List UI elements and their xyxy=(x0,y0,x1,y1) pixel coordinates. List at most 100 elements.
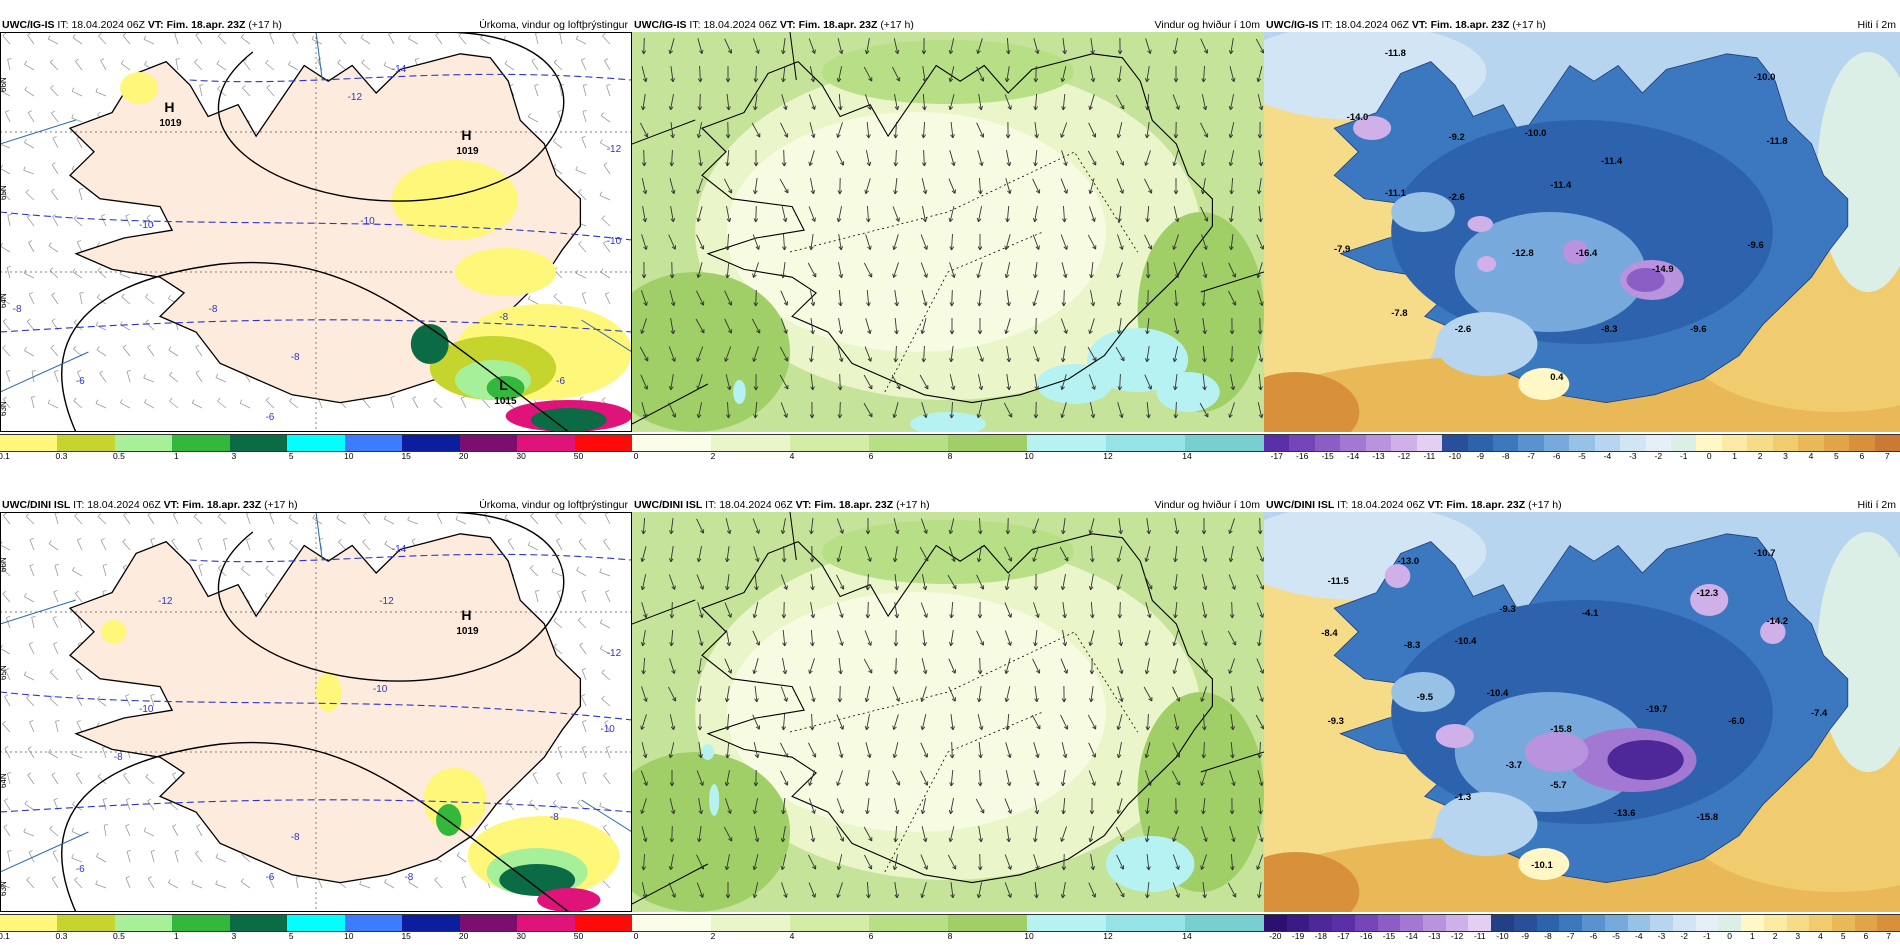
contour-label: -14 xyxy=(392,544,407,555)
temperature-value: -10.4 xyxy=(1455,636,1477,647)
colorbar-tick-label: -8 xyxy=(1501,451,1510,461)
panel-title: UWC/DINI ISL IT: 18.04.2024 06Z VT: Fim.… xyxy=(1264,498,1900,512)
pressure-value: 1015 xyxy=(494,396,517,407)
colorbar-swatch xyxy=(114,915,173,931)
model-name: UWC/IG-IS xyxy=(2,19,55,31)
wind-arrows xyxy=(639,37,1264,419)
panel-title: UWC/IG-IS IT: 18.04.2024 06Z VT: Fim. 18… xyxy=(1264,18,1900,32)
colorbar-swatch xyxy=(1442,435,1468,451)
colorbar-tick-label: -3 xyxy=(1657,931,1666,941)
contour-label: -6 xyxy=(76,376,85,387)
colorbar-swatch xyxy=(1763,915,1787,931)
high-pressure-label: H xyxy=(461,607,471,623)
colorbar-tick-label: -20 xyxy=(1269,931,1282,941)
field-shading xyxy=(1391,192,1455,232)
colorbar xyxy=(632,914,1264,932)
field-shading xyxy=(391,160,519,240)
vt-label: VT: xyxy=(795,499,812,511)
colorbar-swatch xyxy=(1604,915,1628,931)
colorbar-tick-label: 0 xyxy=(1727,931,1733,941)
colorbar-swatch xyxy=(517,435,575,451)
colorbar-swatch xyxy=(790,915,869,931)
colorbar-swatch xyxy=(1332,915,1355,931)
field-shading xyxy=(316,672,342,712)
colorbar-swatch xyxy=(1695,915,1719,931)
colorbar xyxy=(632,434,1264,452)
colorbar-swatch xyxy=(1106,915,1185,931)
temperature-value: -13.6 xyxy=(1614,808,1636,819)
field-shading xyxy=(1760,620,1786,644)
colorbar-swatch xyxy=(1831,915,1855,931)
temperature-value: -13.0 xyxy=(1398,556,1420,567)
colorbar-tick-label: -14 xyxy=(1405,931,1418,941)
latitude-label: 64N xyxy=(0,773,8,788)
colorbar-tick-label: 3 xyxy=(1783,451,1788,461)
colorbar-swatch xyxy=(1289,435,1315,451)
colorbar-tick-label: -2 xyxy=(1654,451,1663,461)
colorbar-swatch xyxy=(1645,435,1671,451)
temperature-value: -1.3 xyxy=(1455,792,1471,803)
colorbar-swatch xyxy=(574,435,632,451)
pressure-value: 1019 xyxy=(159,118,182,129)
temperature-value: -14.9 xyxy=(1652,264,1674,275)
colorbar-tick-label: 0.3 xyxy=(55,931,68,941)
colorbar-tick-label: -1 xyxy=(1679,451,1688,461)
colorbar-swatch xyxy=(1594,435,1621,451)
temperature-value: -14.2 xyxy=(1766,616,1788,627)
colorbar-swatch xyxy=(1340,435,1366,451)
colorbar-tick-label: 0.5 xyxy=(112,931,125,941)
colorbar-swatch xyxy=(1627,915,1651,931)
model-name: UWC/IG-IS xyxy=(1266,19,1319,31)
colorbar-tick-label: -11 xyxy=(1473,931,1486,941)
colorbar-swatch xyxy=(1286,915,1310,931)
colorbar-swatch xyxy=(790,435,869,451)
field-shading xyxy=(821,520,1075,584)
contour-label: -6 xyxy=(76,864,85,875)
colorbar-tick-label: 50 xyxy=(573,931,584,941)
field-shading xyxy=(910,412,986,432)
projection-lines xyxy=(632,32,1264,425)
panel-field-title: Úrkoma, vindur og loftþrýstingur xyxy=(479,499,628,511)
colorbar-swatch xyxy=(287,435,345,451)
colorbar-tick-label: 4 xyxy=(789,931,795,941)
temperature-value: -8.4 xyxy=(1321,628,1338,639)
colorbar-swatch xyxy=(0,435,58,451)
colorbar-tick-label: -6 xyxy=(1552,451,1561,461)
colorbar-swatch xyxy=(632,435,711,451)
field-shading xyxy=(1467,216,1493,232)
colorbar-tick-label: 7 xyxy=(1884,451,1890,461)
colorbar-tick-label: 0 xyxy=(633,931,639,941)
colorbar-ticks: 0 2 4 6 8 10 12 14 xyxy=(632,931,1264,941)
map-area: -14 -12 -12 -10 -10 -12 -10 -8 -8 -6 -6 -8 -8 H 1019 66… xyxy=(0,512,632,912)
it-label: IT: xyxy=(705,499,717,511)
colorbar-swatch xyxy=(1877,915,1900,931)
colorbar-tick-label: 10 xyxy=(1024,451,1034,461)
colorbar-swatch xyxy=(869,915,948,931)
temperature-value: -9.6 xyxy=(1690,324,1706,335)
colorbar-tick-label: 0.5 xyxy=(112,451,125,461)
colorbar-swatch xyxy=(1874,435,1900,451)
panel-field-title: Úrkoma, vindur og loftþrýstingur xyxy=(479,19,628,31)
field-shading xyxy=(632,752,790,912)
valid-time: Fim. 18.apr. 23Z xyxy=(798,19,878,31)
field-shading xyxy=(1607,740,1684,780)
field-shading xyxy=(436,804,462,836)
colorbar-tick-label: 10 xyxy=(343,451,354,461)
it-label: IT: xyxy=(1321,19,1333,31)
colorbar-tick-label: 3 xyxy=(231,451,237,461)
vt-label: VT: xyxy=(147,19,164,31)
colorbar-ticks: 0.1 0.3 0.5 1 3 5 10 15 20 30 50 xyxy=(0,451,632,461)
model-name: UWC/DINI ISL xyxy=(1266,499,1335,511)
colorbar-swatch xyxy=(57,435,115,451)
latitude-label: 66N xyxy=(0,557,8,572)
colorbar-swatch xyxy=(1391,435,1417,451)
colorbar-swatch xyxy=(1569,435,1595,451)
isobars xyxy=(61,512,570,912)
temperature-value: -2.6 xyxy=(1455,324,1471,335)
colorbar-swatch xyxy=(1264,435,1290,451)
map-svg: -11.8 -14.0 -9.2 -10.0 -11.1 -2.6 -11.4 -11.4 -7… xyxy=(1264,32,1900,432)
colorbar-tick-label: -7 xyxy=(1566,931,1575,941)
colorbar-tick-label: 8 xyxy=(947,931,953,941)
colorbar-tick-label: -8 xyxy=(1544,931,1552,941)
colorbar-swatch xyxy=(1671,435,1697,451)
